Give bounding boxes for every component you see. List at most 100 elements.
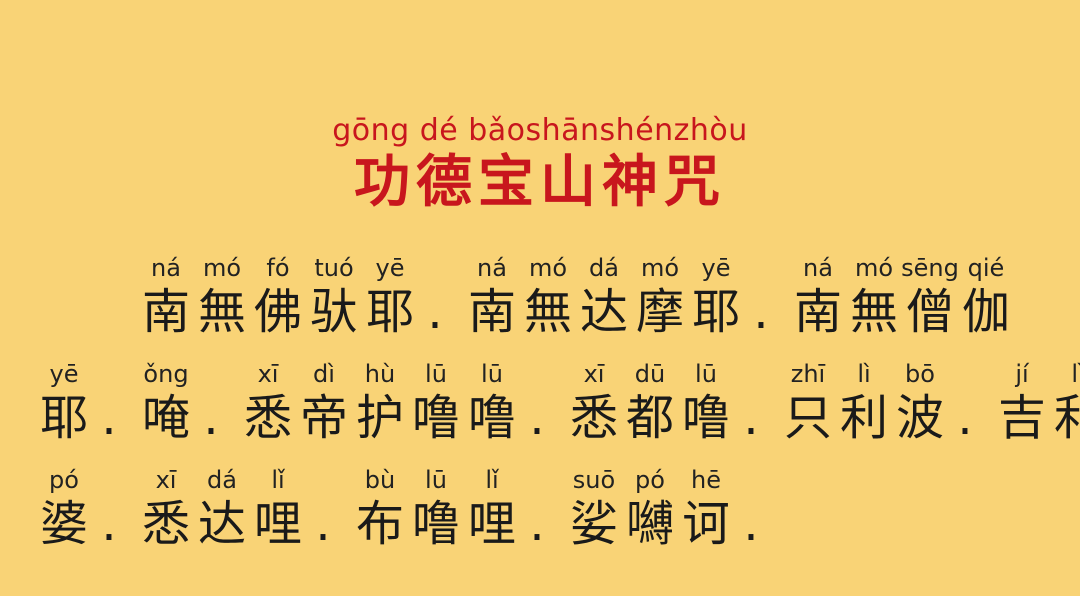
syllable-pinyin: mó: [202, 254, 242, 282]
syllable-pinyin: mó: [854, 254, 894, 282]
syllable-character: 悉: [141, 496, 190, 552]
syllable-pinyin: xī: [583, 360, 605, 388]
syllable-character: 南: [141, 284, 190, 340]
syllable-pinyin: xī: [257, 360, 279, 388]
page-title: 功德宝山神咒: [354, 150, 726, 215]
syllable-pinyin: mó: [640, 254, 680, 282]
syllable-character: 無: [197, 284, 246, 340]
mantra-syllable: pó 婆: [36, 466, 92, 556]
syllable-character: 噜: [681, 390, 730, 446]
syllable-character: 帝: [299, 390, 348, 446]
syllable-pinyin: dá: [207, 466, 237, 494]
syllable-character: 噜: [467, 390, 516, 446]
mantra-syllable: ná 南: [138, 254, 194, 344]
syllable-pinyin: lì: [857, 360, 871, 388]
syllable-character: 诃: [681, 496, 730, 552]
syllable-character: 無: [849, 284, 898, 340]
punctuation: .: [529, 496, 545, 552]
syllable-pinyin: lū: [481, 360, 503, 388]
mantra-syllable: xī 悉: [138, 466, 194, 556]
mantra-syllable: suō 娑: [566, 466, 622, 556]
mantra-syllable: bù 布: [352, 466, 408, 556]
mantra-syllable: lū 噜: [408, 466, 464, 556]
syllable-character: 利: [839, 390, 888, 446]
syllable-character: 哩: [253, 496, 302, 552]
mantra-syllable: hù 护: [352, 360, 408, 450]
syllable-character: 悉: [569, 390, 618, 446]
mantra-syllable: yē 耶: [36, 360, 92, 450]
punctuation: .: [427, 284, 443, 340]
syllable-pinyin: yē: [49, 360, 79, 388]
punctuation: .: [743, 390, 759, 446]
syllable-character: 婆: [39, 496, 88, 552]
syllable-character: 护: [355, 390, 404, 446]
mantra-syllable: lū 噜: [678, 360, 734, 450]
syllable-pinyin: lū: [695, 360, 717, 388]
punctuation: .: [101, 496, 117, 552]
mantra-syllable: lū 噜: [464, 360, 520, 450]
syllable-pinyin: xī: [155, 466, 177, 494]
mantra-syllable: lì利: [1050, 360, 1080, 450]
syllable-pinyin: pó: [635, 466, 665, 494]
syllable-pinyin: mó: [528, 254, 568, 282]
title-pinyin: gōng dé bǎoshānshénzhòu: [332, 113, 748, 148]
syllable-pinyin: lǐ: [485, 466, 499, 494]
mantra-syllable: fó 佛: [250, 254, 306, 344]
syllable-pinyin: bō: [905, 360, 935, 388]
syllable-pinyin: yē: [701, 254, 731, 282]
mantra-syllable: xī 悉: [240, 360, 296, 450]
syllable-character: 哩: [467, 496, 516, 552]
mantra-syllable: zhī 只: [780, 360, 836, 450]
mantra-syllable: lǐ 哩: [464, 466, 520, 556]
mantra-syllable: yē 耶: [362, 254, 418, 344]
syllable-character: 耶: [39, 390, 88, 446]
syllable-character: 达: [197, 496, 246, 552]
syllable-character: 南: [793, 284, 842, 340]
syllable-pinyin: pó: [49, 466, 79, 494]
mantra-syllable: tuó 驮: [306, 254, 362, 344]
mantra-syllable: dá 达: [194, 466, 250, 556]
syllable-pinyin: dì: [313, 360, 335, 388]
syllable-pinyin: dá: [589, 254, 619, 282]
syllable-character: 噜: [411, 390, 460, 446]
syllable-character: 佛: [253, 284, 302, 340]
syllable-pinyin: ǒng: [143, 360, 189, 388]
syllable-character: 只: [783, 390, 832, 446]
syllable-pinyin: ná: [151, 254, 181, 282]
syllable-character: 达: [579, 284, 628, 340]
syllable-character: 嚩: [625, 496, 674, 552]
punctuation: .: [101, 390, 117, 446]
mantra-syllable: sēng 僧: [901, 254, 959, 344]
syllable-pinyin: suō: [572, 466, 616, 494]
syllable-character: 南: [467, 284, 516, 340]
syllable-pinyin: lū: [425, 360, 447, 388]
syllable-pinyin: jí: [1015, 360, 1029, 388]
syllable-character: 都: [625, 390, 674, 446]
syllable-character: 無: [523, 284, 572, 340]
syllable-pinyin: lǐ: [271, 466, 285, 494]
syllable-pinyin: zhī: [790, 360, 826, 388]
syllable-pinyin: fó: [266, 254, 290, 282]
syllable-character: 布: [355, 496, 404, 552]
syllable-pinyin: hē: [691, 466, 721, 494]
mantra-syllable: mó 無: [520, 254, 576, 344]
mantra-syllable: mó 摩: [632, 254, 688, 344]
syllable-pinyin: lì: [1071, 360, 1080, 388]
mantra-syllable: dū 都: [622, 360, 678, 450]
syllable-pinyin: ná: [803, 254, 833, 282]
syllable-character: 娑: [569, 496, 618, 552]
syllable-pinyin: qié: [967, 254, 1005, 282]
mantra-syllable: jí 吉: [994, 360, 1050, 450]
syllable-character: 悉: [243, 390, 292, 446]
punctuation: .: [753, 284, 769, 340]
syllable-character: 利: [1053, 390, 1080, 446]
syllable-pinyin: hù: [364, 360, 396, 388]
syllable-character: 驮: [309, 284, 358, 340]
syllable-character: 耶: [691, 284, 740, 340]
syllable-pinyin: tuó: [314, 254, 354, 282]
syllable-pinyin: yē: [375, 254, 405, 282]
syllable-character: 吉: [997, 390, 1046, 446]
mantra-syllable: lū 噜: [408, 360, 464, 450]
